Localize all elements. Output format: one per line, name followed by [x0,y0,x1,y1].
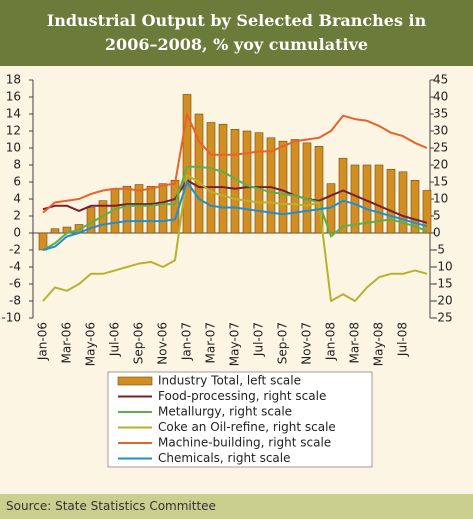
x-tick-label: May-08 [372,322,386,366]
legend-label: Chemicals, right scale [158,451,291,465]
bar [266,137,276,234]
y-tick-label: 16 [6,90,21,104]
bar [194,113,204,234]
x-tick-label: Jan-06 [36,322,50,361]
bar [122,185,132,234]
y2-tick-label: -10 [433,260,453,274]
y-tick-label: 6 [13,175,21,189]
line-series [42,174,428,302]
bar [158,183,168,234]
bar [134,184,144,234]
bar [290,139,300,234]
legend-swatch [117,376,153,386]
x-tick-label: Jan-08 [324,322,338,361]
y-tick-label: 8 [13,158,21,172]
legend-label: Coke an Oil-refine, right scale [158,420,336,434]
bar [254,132,264,234]
x-tick-label: Sep-06 [132,322,146,364]
y-tick-label: 2 [13,209,21,223]
y-tick-label: -4 [9,260,21,274]
line-series [42,113,428,214]
y2-tick-label: 15 [433,175,448,189]
y2-tick-label: 30 [433,124,448,138]
y2-tick-label: -5 [433,243,445,257]
legend-label: Industry Total, left scale [158,374,301,388]
y-tick-label: 12 [6,124,21,138]
x-tick-label: Sep-07 [276,322,290,364]
bar [422,190,432,234]
x-tick-label: Jul-07 [252,322,266,357]
legend-box [107,371,373,468]
y2-tick-label: 0 [433,226,441,240]
y2-tick-label: -25 [433,311,453,325]
x-tick-label: Jul-08 [396,322,410,357]
bar [386,168,396,234]
bar [50,228,60,234]
y2-tick-label: 45 [433,73,448,87]
y-tick-label: 10 [6,141,21,155]
x-tick-label: May-06 [84,322,98,366]
y2-tick-label: 25 [433,141,448,155]
line-series [42,179,428,224]
bar [146,185,156,234]
y2-tick-label: 5 [433,209,441,223]
legend-label: Metallurgy, right scale [158,405,292,419]
y2-tick-label: -20 [433,294,453,308]
bar [350,164,360,234]
x-tick-label: Mar-07 [204,322,218,363]
y2-tick-label: 35 [433,107,448,121]
y2-tick-label: 20 [433,158,448,172]
y-tick-label: 0 [13,226,21,240]
y2-tick-label: 40 [433,90,448,104]
x-tick-label: May-07 [228,322,242,366]
x-tick-label: Mar-08 [348,322,362,363]
y-tick-label: -2 [9,243,21,257]
y-tick-label: 4 [13,192,21,206]
x-tick-label: Jul-06 [108,322,122,357]
bar [398,171,408,234]
chart-title: Industrial Output by Selected Branches i… [0,0,473,66]
x-tick-label: Mar-06 [60,322,74,363]
source-note: Source: State Statistics Committee [0,494,473,519]
bar [314,146,324,234]
bar [410,180,420,234]
bar [218,123,228,234]
y-tick-label: -8 [9,294,21,308]
bar [374,164,384,234]
x-tick-label: Nov-07 [300,322,314,365]
y-tick-label: 18 [6,73,21,87]
y-tick-label: -10 [1,311,21,325]
line-series [42,181,428,251]
y-tick-label: -6 [9,277,21,291]
y2-tick-label: 10 [433,192,448,206]
legend-label: Food-processing, right scale [158,389,326,403]
x-tick-label: Nov-06 [156,322,170,365]
chart: 181614121086420-2-4-6-8-1045403530252015… [1,73,453,468]
bar [278,140,288,234]
bar [206,122,216,234]
bar [302,142,312,234]
legend-label: Machine-building, right scale [158,436,331,450]
bar [182,94,192,234]
bar [242,130,252,234]
y-tick-label: 14 [6,107,21,121]
line-series [42,165,428,251]
x-tick-label: Jan-07 [180,322,194,361]
y2-tick-label: -15 [433,277,453,291]
bar [338,157,348,234]
bar [170,180,180,234]
